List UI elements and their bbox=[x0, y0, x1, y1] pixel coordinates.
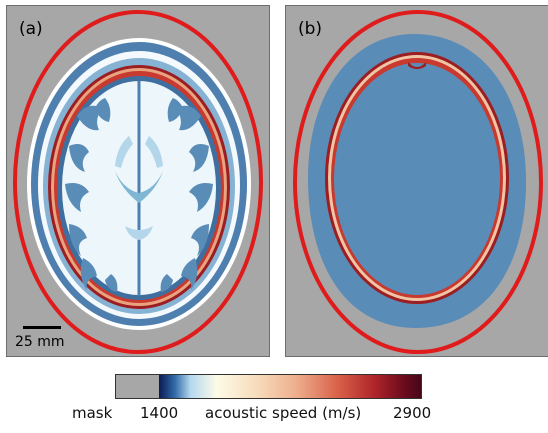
panel-label-b: (b) bbox=[298, 19, 323, 39]
colorbar-max-label: 2900 bbox=[393, 404, 432, 422]
brain-model-b bbox=[308, 34, 527, 328]
panel-label-a: (a) bbox=[19, 19, 43, 39]
panel-a: (a) 25 mm bbox=[6, 5, 270, 357]
colorbar-gradient bbox=[159, 375, 421, 398]
scale-bar bbox=[23, 326, 61, 329]
colorbar-mask-swatch bbox=[116, 375, 159, 398]
scale-bar-label: 25 mm bbox=[15, 334, 65, 350]
colorbar bbox=[115, 374, 422, 399]
colorbar-min-label: 1400 bbox=[140, 404, 179, 422]
panel-b: (b) bbox=[285, 5, 548, 357]
colorbar-mask-label: mask bbox=[72, 404, 113, 422]
brain-model-a bbox=[27, 38, 251, 330]
brain-interior-b bbox=[334, 63, 500, 295]
colorbar-title: acoustic speed (m/s) bbox=[205, 404, 362, 422]
